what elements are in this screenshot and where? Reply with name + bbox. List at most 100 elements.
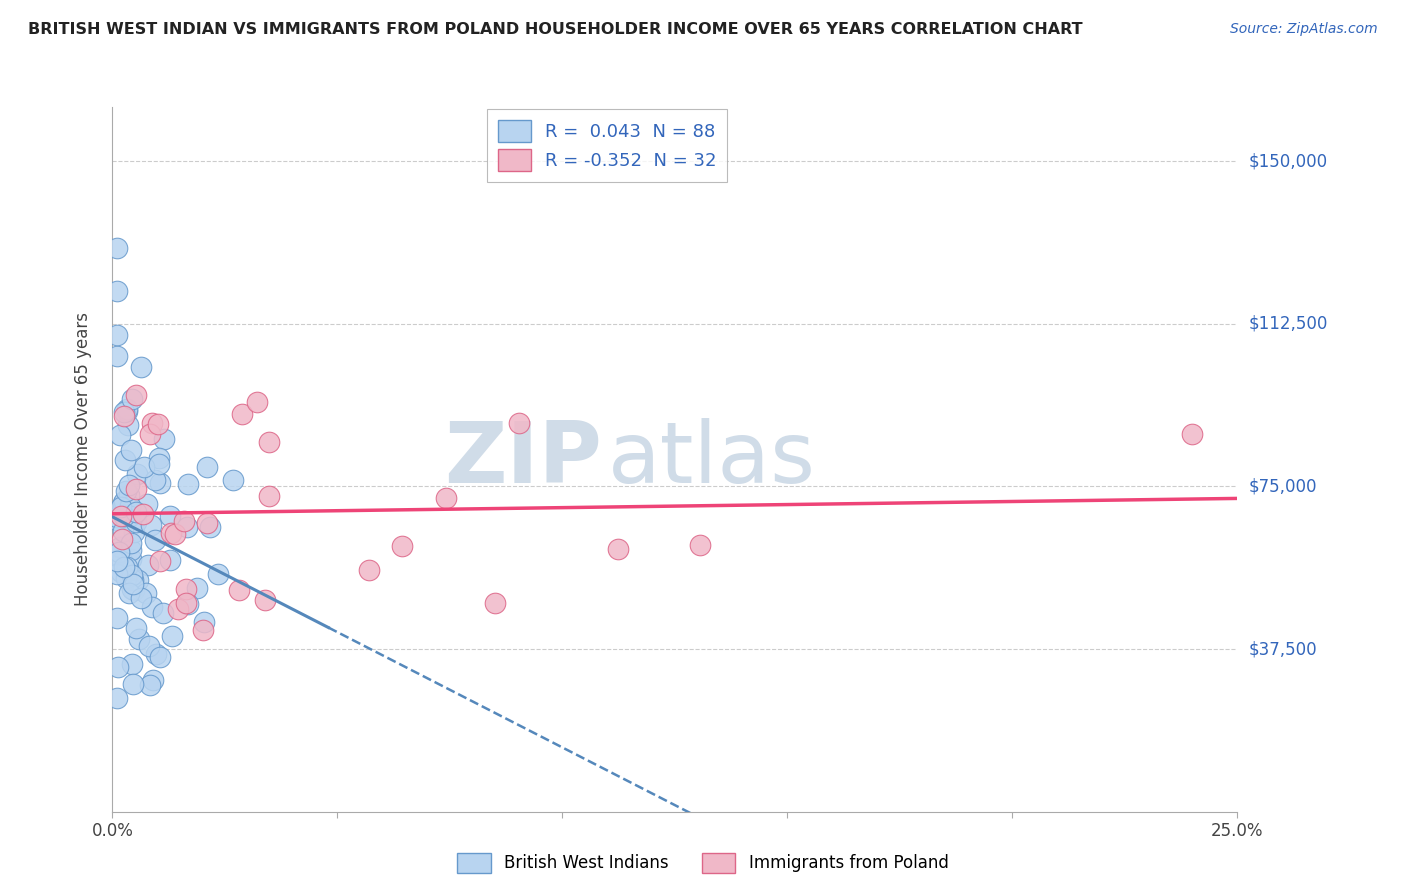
- Text: $112,500: $112,500: [1249, 315, 1327, 333]
- Point: [132, 507, 155, 521]
- Point: [148, 457, 170, 471]
- Point: [111, 532, 134, 546]
- Point: [207, 567, 229, 582]
- Text: $150,000: $150,000: [1249, 153, 1327, 170]
- Point: [118, 478, 141, 492]
- Point: [195, 516, 218, 531]
- Point: [173, 514, 195, 528]
- Point: [125, 505, 148, 519]
- Point: [129, 591, 152, 606]
- Point: [122, 524, 145, 539]
- Point: [131, 359, 153, 374]
- Point: [112, 495, 135, 509]
- Point: [121, 582, 143, 596]
- Point: [149, 476, 172, 491]
- Point: [143, 533, 166, 547]
- Point: [122, 677, 145, 691]
- Point: [134, 460, 156, 475]
- Point: [110, 500, 132, 514]
- Point: [254, 593, 277, 607]
- Point: [484, 596, 506, 610]
- Point: [107, 545, 129, 559]
- Point: [138, 639, 160, 653]
- Point: [105, 567, 128, 582]
- Point: [434, 491, 457, 505]
- Point: [159, 526, 181, 541]
- Point: [141, 518, 163, 533]
- Point: [127, 574, 149, 588]
- Point: [607, 542, 630, 557]
- Point: [143, 473, 166, 487]
- Point: [111, 524, 134, 538]
- Point: [138, 427, 160, 442]
- Point: [110, 509, 132, 524]
- Point: [105, 510, 128, 524]
- Point: [121, 392, 143, 406]
- Point: [115, 571, 138, 585]
- Point: [257, 434, 280, 449]
- Point: [117, 418, 139, 433]
- Point: [200, 520, 222, 534]
- Text: Source: ZipAtlas.com: Source: ZipAtlas.com: [1230, 22, 1378, 37]
- Point: [231, 407, 253, 421]
- Text: atlas: atlas: [607, 417, 815, 501]
- Point: [125, 387, 148, 401]
- Point: [115, 404, 138, 418]
- Point: [120, 543, 142, 558]
- Point: [177, 597, 200, 611]
- Point: [193, 623, 215, 637]
- Point: [105, 611, 128, 625]
- Point: [105, 285, 128, 299]
- Point: [121, 577, 143, 591]
- Point: [118, 488, 141, 502]
- Point: [177, 477, 200, 491]
- Point: [112, 560, 135, 574]
- Point: [136, 558, 159, 573]
- Point: [159, 553, 181, 567]
- Point: [120, 443, 142, 458]
- Point: [108, 427, 131, 442]
- Point: [193, 615, 215, 630]
- Point: [176, 520, 198, 534]
- Point: [108, 540, 131, 554]
- Point: [186, 581, 208, 595]
- Text: BRITISH WEST INDIAN VS IMMIGRANTS FROM POLAND HOUSEHOLDER INCOME OVER 65 YEARS C: BRITISH WEST INDIAN VS IMMIGRANTS FROM P…: [28, 22, 1083, 37]
- Point: [136, 497, 159, 511]
- Point: [166, 602, 188, 616]
- Point: [105, 554, 128, 568]
- Point: [120, 552, 142, 566]
- Point: [228, 582, 250, 597]
- Point: [125, 621, 148, 635]
- Legend: R =  0.043  N = 88, R = -0.352  N = 32: R = 0.043 N = 88, R = -0.352 N = 32: [488, 109, 727, 182]
- Point: [174, 596, 197, 610]
- Y-axis label: Householder Income Over 65 years: Householder Income Over 65 years: [73, 312, 91, 607]
- Point: [125, 467, 148, 481]
- Point: [124, 504, 146, 518]
- Point: [139, 678, 162, 692]
- Point: [149, 554, 172, 568]
- Point: [105, 350, 128, 364]
- Point: [135, 586, 157, 600]
- Point: [112, 404, 135, 418]
- Point: [125, 506, 148, 520]
- Point: [141, 600, 163, 615]
- Point: [118, 585, 141, 599]
- Point: [125, 515, 148, 529]
- Point: [124, 582, 146, 597]
- Point: [195, 459, 218, 474]
- Point: [121, 657, 143, 671]
- Point: [121, 567, 143, 582]
- Point: [149, 650, 172, 665]
- Point: [391, 539, 413, 553]
- Point: [357, 563, 380, 577]
- Point: [128, 632, 150, 647]
- Point: [246, 394, 269, 409]
- Point: [160, 629, 183, 643]
- Point: [118, 500, 141, 514]
- Point: [125, 483, 148, 497]
- Point: [118, 509, 141, 524]
- Point: [105, 241, 128, 255]
- Point: [508, 416, 530, 430]
- Point: [257, 489, 280, 503]
- Point: [122, 573, 145, 587]
